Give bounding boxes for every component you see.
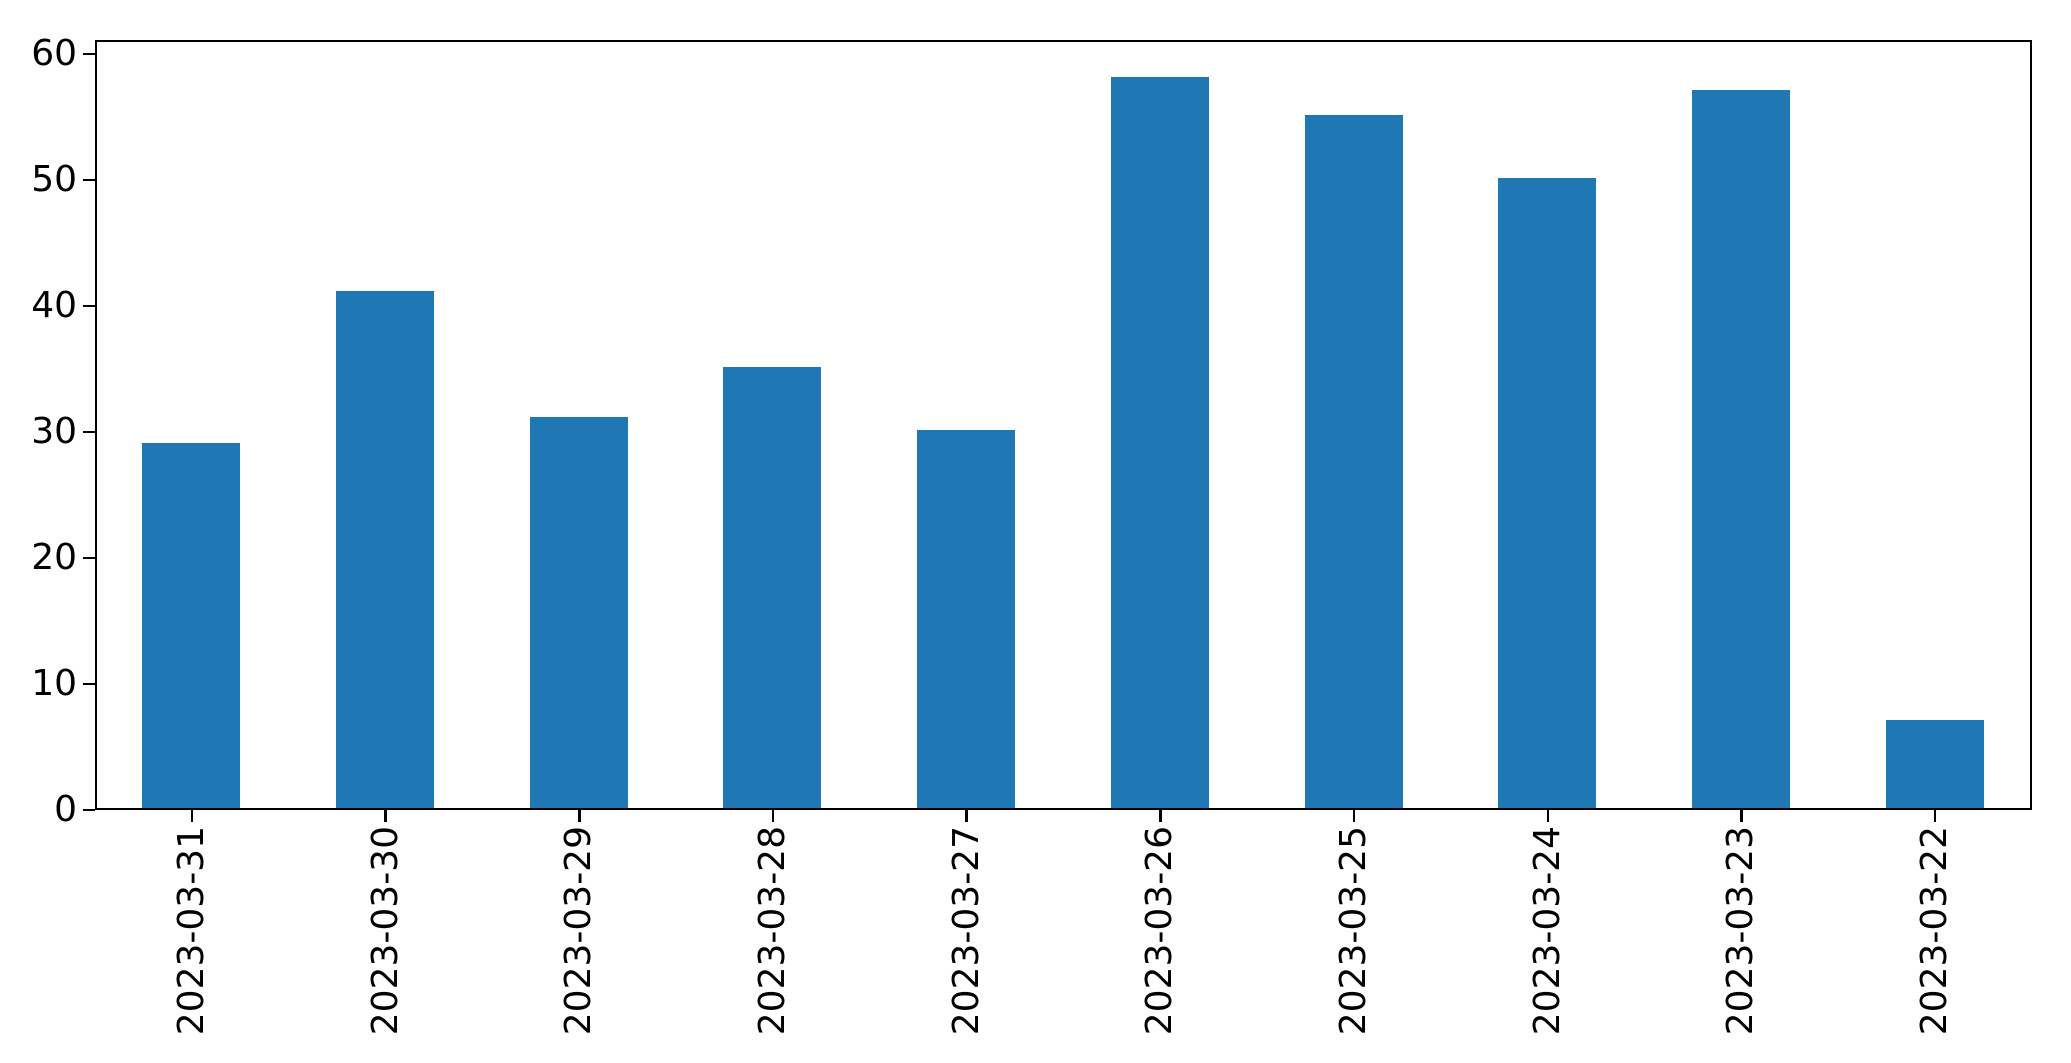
- y-tick-mark: [83, 430, 95, 434]
- x-tick-mark: [1352, 810, 1356, 822]
- y-tick-label: 50: [31, 158, 77, 200]
- x-tick-label: 2023-03-29: [558, 826, 600, 1036]
- y-tick-mark: [83, 178, 95, 182]
- x-tick-mark: [578, 810, 581, 822]
- x-tick-label: 2023-03-28: [751, 826, 793, 1036]
- x-tick-mark: [1740, 810, 1743, 822]
- y-tick-label: 60: [31, 32, 77, 74]
- y-tick-label: 30: [31, 410, 77, 452]
- y-tick-label: 10: [31, 662, 77, 704]
- x-tick-label: 2023-03-30: [364, 826, 406, 1036]
- bar-2023-03-29: [529, 417, 628, 808]
- plot-area: [95, 40, 2032, 810]
- x-tick-label: 2023-03-31: [170, 826, 212, 1036]
- x-tick-label: 2023-03-22: [1914, 826, 1956, 1036]
- x-tick-mark: [1546, 810, 1549, 822]
- y-tick-mark: [83, 682, 95, 686]
- x-tick-mark: [190, 810, 194, 822]
- bar-2023-03-22: [1885, 719, 1984, 808]
- y-tick-mark: [83, 808, 95, 812]
- bar-2023-03-26: [1110, 77, 1209, 808]
- bar-2023-03-23: [1691, 89, 1790, 808]
- y-tick-mark: [83, 304, 95, 308]
- y-tick-label: 40: [31, 284, 77, 326]
- x-tick-label: 2023-03-24: [1526, 826, 1568, 1036]
- y-tick-mark: [83, 556, 95, 560]
- bar-2023-03-27: [917, 429, 1016, 808]
- x-tick-mark: [1159, 810, 1162, 822]
- x-tick-mark: [1933, 810, 1937, 822]
- bar-2023-03-25: [1304, 114, 1403, 808]
- x-tick-label: 2023-03-27: [945, 826, 987, 1036]
- bar-2023-03-30: [336, 291, 435, 808]
- bar-2023-03-24: [1498, 177, 1597, 808]
- x-tick-label: 2023-03-23: [1720, 826, 1762, 1036]
- y-tick-label: 20: [31, 536, 77, 578]
- bar-2023-03-31: [142, 442, 241, 808]
- x-tick-mark: [384, 810, 387, 822]
- x-tick-label: 2023-03-26: [1139, 826, 1181, 1036]
- y-tick-label: 0: [54, 789, 77, 830]
- y-tick-mark: [83, 52, 95, 56]
- x-tick-label: 2023-03-25: [1333, 826, 1375, 1036]
- x-tick-mark: [771, 810, 775, 822]
- x-tick-mark: [965, 810, 968, 822]
- bar-2023-03-28: [723, 366, 822, 808]
